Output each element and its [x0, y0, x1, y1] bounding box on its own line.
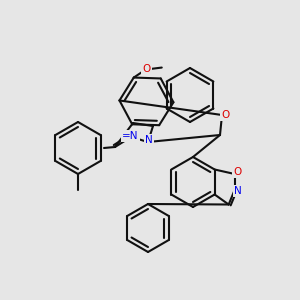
Text: O: O: [221, 110, 229, 120]
Text: N: N: [145, 135, 153, 145]
Text: O: O: [142, 64, 151, 74]
Text: O: O: [233, 167, 242, 177]
Text: =N: =N: [122, 131, 138, 141]
Text: N: N: [234, 186, 242, 196]
